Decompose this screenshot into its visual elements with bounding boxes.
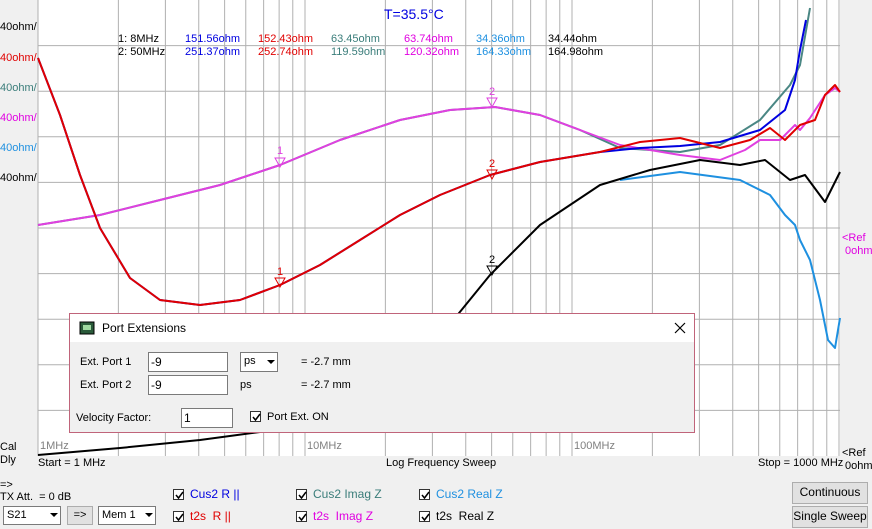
checkbox[interactable]	[419, 489, 430, 500]
single-sweep-button[interactable]: Single Sweep	[792, 506, 868, 528]
dialog-titlebar	[70, 314, 694, 342]
checkbox-label: Cus2 Real Z	[436, 487, 503, 501]
marker-cell: 251.37ohm	[185, 46, 241, 58]
marker-icon	[486, 169, 498, 181]
marker-cell: 152.43ohm	[258, 33, 314, 45]
trace-light-blue	[619, 171, 841, 349]
marker-cell: 1: 8MHz	[118, 33, 159, 45]
marker-icon	[486, 97, 498, 109]
marker-cell: 151.56ohm	[185, 33, 241, 45]
axis-label: 40ohm/	[0, 21, 37, 33]
param-value: S21	[7, 509, 27, 521]
row-label: Ext. Port 2	[80, 379, 132, 391]
port2-input[interactable]: -9	[148, 375, 228, 395]
marker-label: 2	[489, 86, 495, 98]
dialog-title: Port Extensions	[102, 321, 187, 335]
copy-button[interactable]: =>	[67, 506, 93, 525]
marker-cell: 34.44ohm	[548, 33, 597, 45]
marker-icon	[486, 265, 498, 277]
port-ext-checkbox[interactable]	[250, 411, 261, 422]
trace-black	[454, 159, 841, 319]
stop-freq: Stop = 1000 MHz	[758, 457, 844, 469]
unit: ps	[240, 379, 252, 391]
marker-icon	[274, 157, 286, 169]
cal-label: Cal	[0, 441, 17, 453]
port1-input[interactable]: -9	[148, 352, 228, 372]
ref-label: 0ohm	[845, 245, 872, 257]
start-freq: Start = 1 MHz	[38, 457, 106, 469]
marker-label: 2	[489, 254, 495, 266]
marker-label: 2	[489, 158, 495, 170]
sweep-mode: Log Frequency Sweep	[386, 457, 497, 469]
velocity-input[interactable]: 1	[181, 408, 233, 428]
marker-cell: 34.36ohm	[476, 33, 525, 45]
trace-markers: 1 2 1 2 2	[274, 86, 498, 289]
checkbox-label: Cus2 R ||	[190, 487, 240, 501]
dialog: Port Extensions Ext. Port 1 -9 ps = -2.7…	[69, 313, 695, 433]
dialog-icon	[79, 321, 95, 335]
marker-cell: 119.59ohm	[331, 46, 386, 58]
row-result: = -2.7 mm	[301, 356, 351, 368]
checkbox[interactable]	[419, 511, 430, 522]
axis-label: 40ohm/	[0, 82, 37, 94]
marker-icon	[274, 277, 286, 289]
unit: ps	[244, 355, 256, 367]
arrow-label: =>	[0, 479, 13, 491]
freq-label: 10MHz	[307, 440, 342, 452]
marker-cell: 63.74ohm	[404, 33, 453, 45]
axis-label: 40ohm/	[0, 112, 37, 124]
continuous-button[interactable]: Continuous	[792, 482, 868, 504]
checkbox[interactable]	[173, 511, 184, 522]
marker-cell: 63.45ohm	[331, 33, 380, 45]
marker-cell: 252.74ohm	[258, 46, 314, 58]
checkbox-label: Cus2 Imag Z	[313, 487, 382, 501]
marker-cell: 120.32ohm	[404, 46, 460, 58]
temperature: T=35.5°C	[384, 6, 444, 22]
tx-att: TX Att. = 0 dB	[0, 491, 72, 503]
axis-label: 40ohm/	[0, 172, 37, 184]
checkbox-label: t2s Imag Z	[313, 509, 374, 523]
ref-label: 0ohm	[845, 460, 872, 472]
freq-label: 100MHz	[574, 440, 615, 452]
close-button[interactable]	[674, 322, 686, 334]
trace-magenta	[37, 87, 841, 226]
checkbox[interactable]	[296, 489, 307, 500]
row-label: Ext. Port 1	[80, 356, 132, 368]
row-result: = -2.7 mm	[301, 379, 351, 391]
unit-select[interactable]: ps	[240, 352, 278, 372]
marker-label: 1	[277, 266, 283, 278]
checkbox[interactable]	[296, 511, 307, 522]
ref-label: <Ref	[842, 232, 866, 244]
checkbox-label: t2s R ||	[190, 509, 231, 523]
param-select[interactable]: S21	[3, 506, 61, 525]
ref-label: <Ref	[842, 447, 866, 459]
marker-label: 1	[277, 145, 283, 157]
freq-label: 1MHz	[40, 440, 69, 452]
port-ext-label: Port Ext. ON	[267, 411, 329, 423]
checkbox[interactable]	[173, 489, 184, 500]
marker-cell: 2: 50MHz	[118, 46, 166, 58]
marker-cell: 164.98ohm	[548, 46, 604, 58]
memory-select[interactable]: Mem 1	[98, 506, 156, 525]
axis-label: 40ohm/	[0, 52, 37, 64]
marker-cell: 164.33ohm	[476, 46, 532, 58]
memory-value: Mem 1	[102, 509, 136, 521]
dly-label: Dly	[0, 454, 16, 466]
velocity-label: Velocity Factor:	[76, 412, 152, 424]
checkbox-label: t2s Real Z	[436, 509, 495, 523]
axis-label: 40ohm/	[0, 142, 37, 154]
